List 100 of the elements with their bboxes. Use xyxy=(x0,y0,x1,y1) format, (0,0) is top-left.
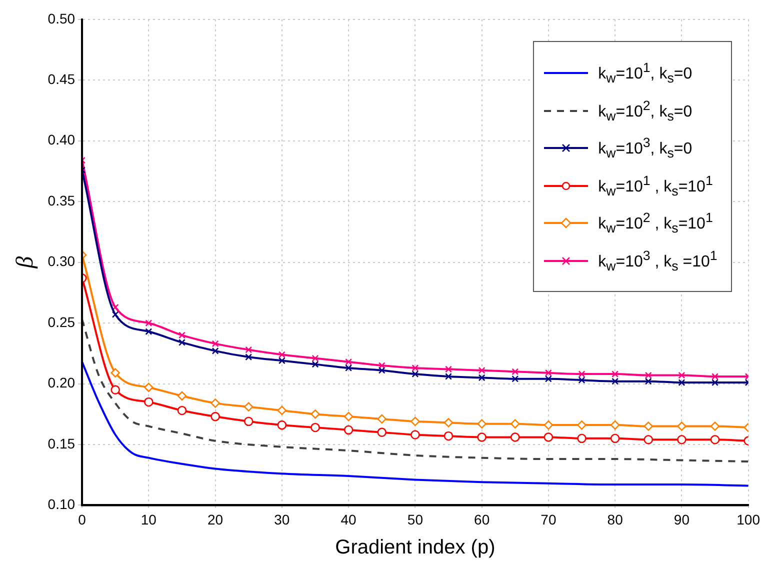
legend-label: k$_{w}$=10$^{2}$ , k$_{s}$=10$^{1}$ xyxy=(598,210,713,236)
point xyxy=(177,406,187,416)
y-tick-label: 0.10 xyxy=(48,496,76,512)
x-tick-label: 70 xyxy=(540,511,556,528)
point xyxy=(477,432,486,442)
point xyxy=(512,375,519,382)
point xyxy=(445,372,452,380)
point xyxy=(345,358,352,366)
point xyxy=(612,378,619,385)
point xyxy=(345,364,352,372)
x-axis-title: Gradient index (p) xyxy=(335,536,496,559)
point xyxy=(710,434,720,444)
point xyxy=(178,332,186,339)
point xyxy=(245,346,252,354)
point xyxy=(510,419,520,428)
point xyxy=(210,412,220,422)
point xyxy=(245,354,252,361)
point xyxy=(378,366,386,374)
x-tick-label: 40 xyxy=(340,511,357,528)
point xyxy=(378,362,386,370)
y-tick-label: 0.45 xyxy=(48,70,76,87)
x-tick-label: 90 xyxy=(674,511,690,528)
point xyxy=(610,434,620,444)
y-axis-title: β xyxy=(12,256,39,270)
point xyxy=(445,366,452,373)
point xyxy=(444,418,454,428)
point xyxy=(144,397,154,407)
x-tick-label: 20 xyxy=(208,511,224,528)
x-tick-label: 80 xyxy=(607,511,624,528)
point xyxy=(377,428,387,437)
point xyxy=(710,422,720,431)
point xyxy=(677,422,686,431)
point xyxy=(577,434,586,444)
y-tick-label: 0.35 xyxy=(48,192,76,208)
point xyxy=(644,372,652,379)
point xyxy=(145,328,152,336)
point xyxy=(544,375,552,382)
point xyxy=(544,420,554,430)
point xyxy=(210,398,220,408)
y-tick-label: 0.20 xyxy=(48,374,76,391)
y-tick-label: 0.30 xyxy=(48,253,76,270)
point xyxy=(112,304,119,311)
point xyxy=(344,412,354,422)
point xyxy=(277,406,287,416)
point xyxy=(145,320,152,327)
point xyxy=(444,431,454,441)
point xyxy=(478,366,486,374)
point xyxy=(578,370,586,378)
point xyxy=(278,351,286,358)
point xyxy=(544,432,554,442)
point xyxy=(644,378,652,385)
point xyxy=(377,414,387,424)
y-tick-label: 0.40 xyxy=(48,132,76,148)
x-tick-label: 60 xyxy=(474,511,490,528)
point xyxy=(110,385,120,394)
legend-label: k$_{w}$=10$^{3}$ , k$_{s}$ =10$^{1}$ xyxy=(598,248,718,274)
point xyxy=(644,422,654,431)
point xyxy=(110,368,120,378)
point xyxy=(578,376,586,384)
point xyxy=(677,434,686,444)
point xyxy=(112,311,119,318)
point xyxy=(412,370,419,378)
line-series xyxy=(82,360,748,487)
point xyxy=(212,347,219,354)
point xyxy=(312,360,319,368)
x-tick-label: 30 xyxy=(274,511,290,528)
point xyxy=(244,402,254,412)
point xyxy=(410,430,420,440)
point xyxy=(310,422,320,432)
point xyxy=(277,420,287,430)
legend-label: k$_{w}$=10$^{1}$, k$_{s}$=0 xyxy=(598,60,692,86)
legend-label: k$_{w}$=10$^{2}$, k$_{s}$=0 xyxy=(598,98,692,124)
legend-label: k$_{w}$=10$^{3}$, k$_{s}$=0 xyxy=(598,135,692,161)
x-tick-label: 50 xyxy=(407,511,424,528)
point xyxy=(310,409,320,419)
point xyxy=(212,340,219,348)
point xyxy=(512,368,519,376)
point xyxy=(478,374,486,382)
point xyxy=(678,372,686,379)
point xyxy=(344,425,354,435)
point xyxy=(244,416,254,426)
line-series xyxy=(82,318,748,462)
point xyxy=(678,379,686,386)
point xyxy=(178,338,186,346)
point xyxy=(712,372,718,380)
point xyxy=(712,379,718,386)
point xyxy=(278,357,286,364)
point xyxy=(177,391,187,401)
legend-label: k$_{w}$=10$^{1}$ , k$_{s}$=10$^{1}$ xyxy=(598,172,713,198)
point xyxy=(544,369,552,376)
point xyxy=(510,432,520,442)
y-tick-label: 0.15 xyxy=(48,435,76,452)
point xyxy=(410,416,420,426)
point xyxy=(477,419,486,428)
point xyxy=(577,420,586,430)
point xyxy=(412,364,419,372)
point xyxy=(312,354,319,362)
point xyxy=(610,420,620,430)
x-tick-label: 100 xyxy=(736,511,760,528)
x-tick-label: 10 xyxy=(140,511,157,528)
